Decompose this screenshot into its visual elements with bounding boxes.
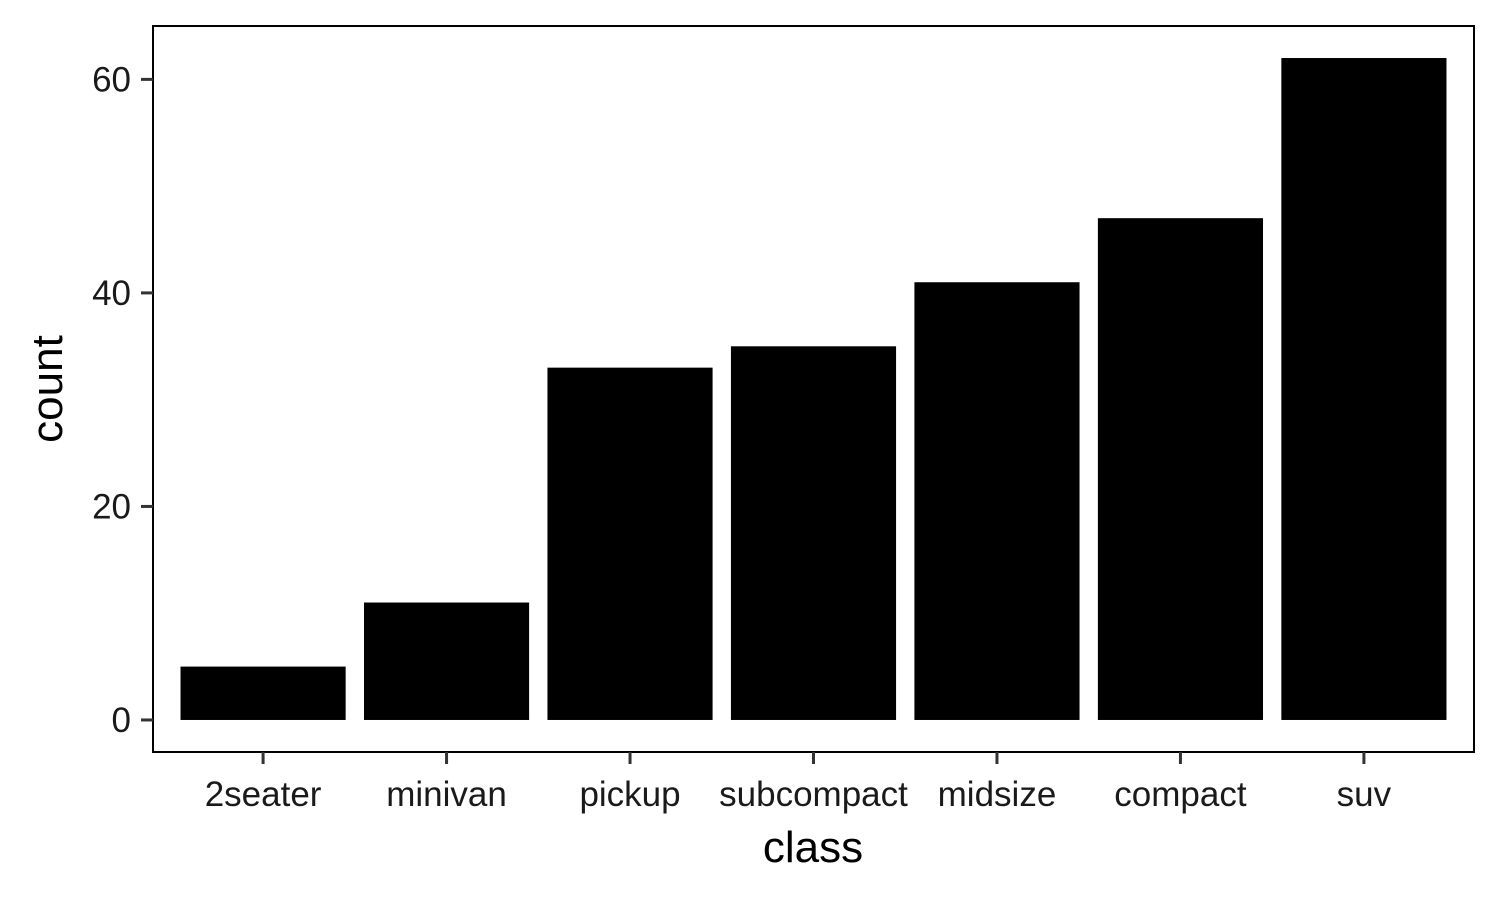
bars-group: [180, 58, 1447, 720]
y-tick-label: 20: [92, 487, 131, 526]
y-tick-label: 0: [112, 701, 131, 740]
x-tick-label: subcompact: [719, 775, 908, 814]
bar-minivan: [363, 602, 530, 720]
x-tick-label: pickup: [579, 775, 680, 814]
y-tick-label: 60: [92, 60, 131, 99]
x-axis-title: class: [763, 823, 863, 872]
y-axis-title: count: [23, 335, 72, 443]
y-tick-label: 40: [92, 274, 131, 313]
y-axis: 0 20 40 60: [92, 60, 153, 740]
x-tick-label: minivan: [386, 775, 507, 814]
x-tick-label: compact: [1114, 775, 1247, 814]
bar-subcompact: [730, 346, 897, 720]
x-axis: 2seater minivan pickup subcompact midsize com…: [205, 752, 1392, 814]
bar-2seater: [180, 666, 346, 720]
bar-suv: [1281, 58, 1447, 720]
x-tick-label: midsize: [938, 775, 1057, 814]
bar-midsize: [914, 282, 1080, 720]
bar-compact: [1097, 218, 1264, 720]
x-tick-label: 2seater: [205, 775, 322, 814]
x-tick-label: suv: [1337, 775, 1392, 814]
bar-pickup: [547, 367, 713, 720]
